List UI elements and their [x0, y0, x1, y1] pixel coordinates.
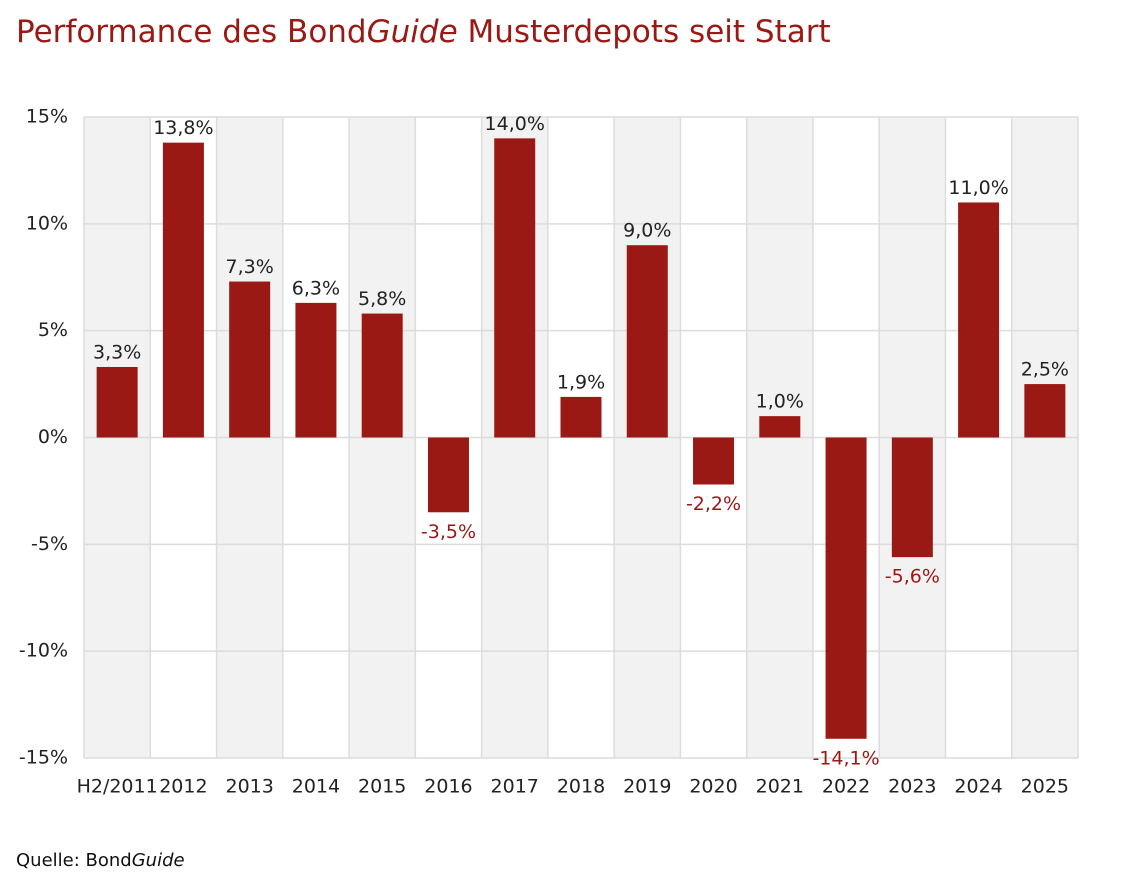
source: Quelle: BondGuide — [16, 850, 185, 871]
bar — [229, 281, 271, 438]
bar — [494, 138, 536, 438]
x-tick-label: 2024 — [954, 776, 1002, 798]
value-label: 13,8% — [153, 117, 213, 139]
bar — [96, 366, 138, 438]
x-tick-label: 2019 — [623, 776, 671, 798]
bar — [560, 396, 602, 438]
y-tick-label: -15% — [19, 747, 68, 769]
value-label: 2,5% — [1021, 359, 1069, 381]
bar — [427, 437, 469, 513]
x-tick-label: 2013 — [225, 776, 273, 798]
y-tick-label: 0% — [38, 426, 68, 448]
value-label: 5,8% — [358, 288, 406, 310]
value-label: -5,6% — [885, 566, 940, 588]
x-tick-label: 2012 — [159, 776, 207, 798]
x-tick-label: 2016 — [424, 776, 472, 798]
title-part: Musterdepots seit Start — [458, 14, 831, 50]
bar — [1024, 384, 1066, 438]
value-label: 1,0% — [756, 391, 804, 413]
bar — [626, 245, 668, 438]
x-tick-label: H2/2011 — [77, 776, 158, 798]
x-tick-label: 2014 — [292, 776, 340, 798]
value-label: 9,0% — [623, 220, 671, 242]
value-label: 1,9% — [557, 371, 605, 393]
x-tick-label: 2015 — [358, 776, 406, 798]
value-label: 7,3% — [226, 256, 274, 278]
bar — [958, 202, 1000, 438]
bar — [295, 302, 337, 438]
value-label: 14,0% — [485, 113, 545, 135]
y-tick-label: 5% — [38, 319, 68, 341]
value-label: 6,3% — [292, 277, 340, 299]
chart-title: Performance des BondGuide Musterdepots s… — [16, 14, 831, 50]
value-label: 11,0% — [948, 177, 1008, 199]
x-tick-label: 2025 — [1021, 776, 1069, 798]
source-part: Guide — [132, 850, 185, 871]
bar — [759, 416, 801, 438]
bar — [825, 437, 867, 739]
bar — [361, 313, 403, 438]
y-tick-label: -5% — [31, 533, 68, 555]
value-label: 3,3% — [93, 341, 141, 363]
x-tick-label: 2023 — [888, 776, 936, 798]
bar — [162, 142, 204, 438]
bar — [891, 437, 933, 558]
title-part: Performance des Bond — [16, 14, 367, 50]
x-tick-label: 2021 — [756, 776, 804, 798]
x-tick-label: 2020 — [689, 776, 737, 798]
value-label: -2,2% — [686, 493, 741, 515]
value-label: -3,5% — [421, 521, 476, 543]
title-part: Guide — [367, 14, 458, 50]
y-tick-label: 15% — [26, 106, 68, 128]
x-tick-label: 2022 — [822, 776, 870, 798]
y-tick-label: 10% — [26, 212, 68, 234]
x-tick-label: 2017 — [491, 776, 539, 798]
x-tick-label: 2018 — [557, 776, 605, 798]
bar — [693, 437, 735, 485]
value-label: -14,1% — [812, 747, 879, 769]
source-part: Quelle: Bond — [16, 850, 132, 871]
y-tick-label: -10% — [19, 640, 68, 662]
